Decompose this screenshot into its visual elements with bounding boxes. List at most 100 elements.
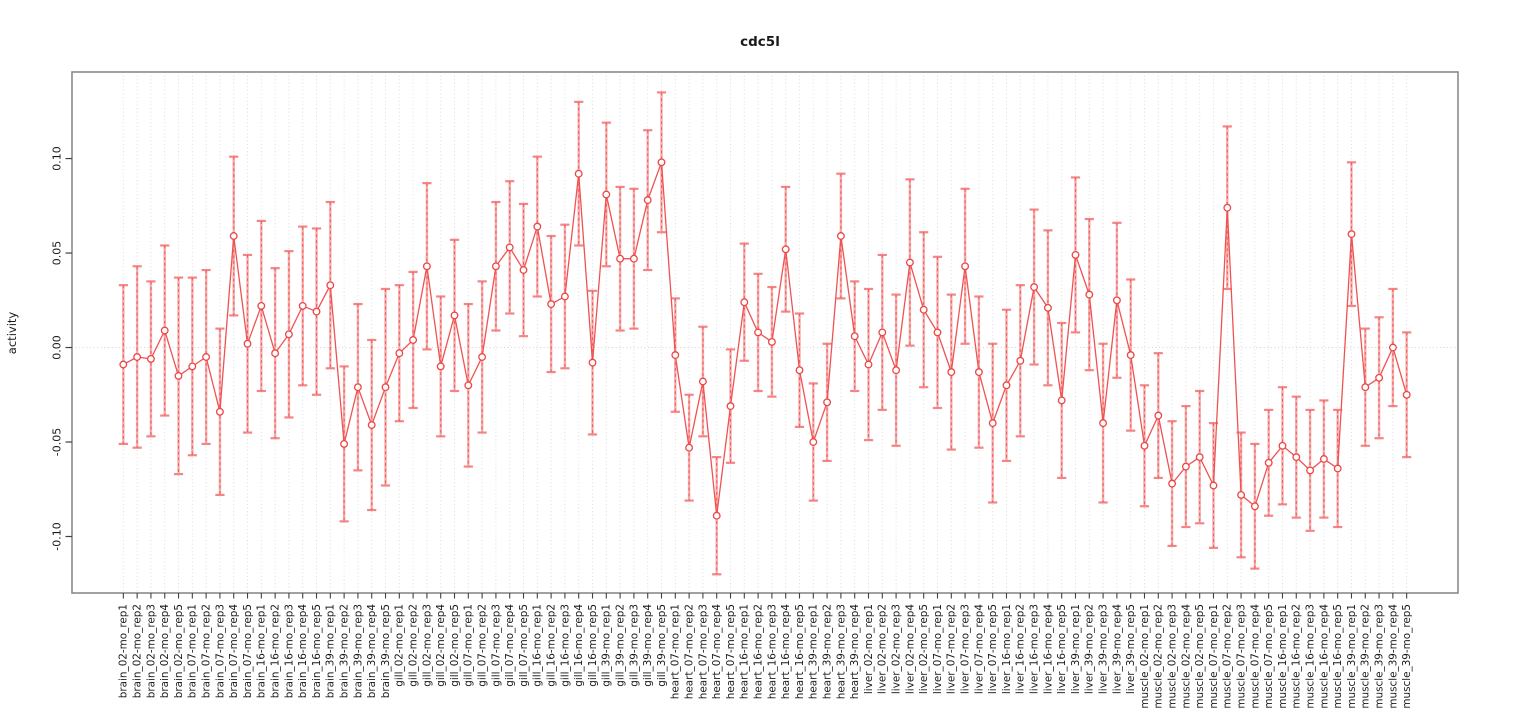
x-tick-label: gill_07-mo_rep3 <box>490 604 502 687</box>
data-point <box>892 366 901 375</box>
data-point <box>947 368 956 377</box>
data-point <box>933 328 942 337</box>
x-tick-label: liver_02-mo_rep3 <box>891 604 903 694</box>
data-point <box>671 351 680 360</box>
x-tick-label: brain_39-mo_rep5 <box>380 604 392 698</box>
x-tick-label: brain_07-mo_rep4 <box>228 604 240 699</box>
x-tick-label: brain_39-mo_rep2 <box>339 604 351 698</box>
data-point <box>340 439 349 448</box>
x-tick-label: muscle_07-mo_rep5 <box>1263 604 1275 709</box>
x-tick-label: brain_16-mo_rep4 <box>297 604 309 699</box>
data-point <box>491 262 500 271</box>
data-point <box>588 358 597 367</box>
x-tick-label: muscle_02-mo_rep2 <box>1153 604 1165 709</box>
x-tick-label: gill_02-mo_rep1 <box>394 604 406 687</box>
x-tick-label: muscle_02-mo_rep1 <box>1139 604 1151 709</box>
plot-border-group <box>71 71 1459 594</box>
x-tick-label: heart_07-mo_rep3 <box>697 604 709 699</box>
x-tick-label: gill_02-mo_rep5 <box>449 604 461 687</box>
x-tick-label: gill_16-mo_rep4 <box>573 604 585 687</box>
x-tick-label: gill_16-mo_rep3 <box>559 604 571 687</box>
x-tick-label: brain_16-mo_rep5 <box>311 604 323 698</box>
data-point <box>229 232 238 240</box>
y-tick-label: 0.00 <box>51 335 64 360</box>
x-tick-label: gill_07-mo_rep5 <box>518 604 530 687</box>
x-tick-label: brain_02-mo_rep2 <box>132 604 144 698</box>
data-point <box>1333 464 1342 473</box>
data-point <box>533 222 542 231</box>
data-point <box>1195 453 1204 462</box>
data-point <box>767 337 776 346</box>
x-tick-label: brain_07-mo_rep3 <box>214 604 226 698</box>
x-tick-label: muscle_39-mo_rep3 <box>1374 604 1386 709</box>
data-points-group <box>119 158 1411 520</box>
data-point <box>574 169 583 178</box>
x-tick-label: muscle_39-mo_rep4 <box>1387 604 1399 709</box>
data-point <box>312 307 321 316</box>
data-point <box>629 254 638 263</box>
data-point <box>919 305 928 314</box>
x-tick-label: gill_39-mo_rep1 <box>601 604 613 687</box>
data-point <box>202 353 211 361</box>
x-tick-label: liver_39-mo_rep1 <box>1070 604 1082 694</box>
x-tick-label: gill_07-mo_rep1 <box>463 604 475 687</box>
x-tick-label: liver_39-mo_rep2 <box>1084 604 1096 694</box>
x-tick-label: heart_16-mo_rep4 <box>780 604 792 700</box>
data-point <box>974 368 983 377</box>
x-tick-label: heart_07-mo_rep4 <box>711 604 723 700</box>
data-point <box>353 383 362 392</box>
x-tick-label: gill_39-mo_rep5 <box>656 604 668 687</box>
x-tick-label: gill_39-mo_rep3 <box>628 604 640 687</box>
x-tick-label: liver_39-mo_rep4 <box>1111 604 1123 694</box>
data-point <box>836 232 845 240</box>
data-point <box>146 354 155 363</box>
data-point <box>726 402 735 411</box>
x-tick-label: gill_02-mo_rep4 <box>435 604 447 687</box>
data-point <box>1361 383 1370 392</box>
x-tick-label: heart_16-mo_rep1 <box>739 604 751 699</box>
data-point <box>1112 296 1121 305</box>
data-point <box>850 332 859 341</box>
data-point <box>988 419 997 428</box>
data-point <box>1126 351 1135 360</box>
data-point <box>740 298 749 307</box>
x-tick-label: brain_07-mo_rep1 <box>187 604 199 698</box>
data-point <box>864 360 873 369</box>
x-tick-label: muscle_02-mo_rep5 <box>1194 604 1206 709</box>
x-tick-label: muscle_07-mo_rep4 <box>1249 604 1261 709</box>
x-tick-label: heart_07-mo_rep1 <box>670 604 682 699</box>
data-point <box>1250 502 1259 511</box>
data-point <box>1154 411 1163 420</box>
data-point <box>643 196 652 205</box>
x-tick-label: brain_07-mo_rep5 <box>242 604 254 698</box>
gridlines-group <box>72 72 1458 593</box>
data-point <box>1237 490 1246 499</box>
data-point <box>809 438 818 446</box>
x-tick-label: muscle_07-mo_rep1 <box>1208 604 1220 709</box>
data-point <box>1223 203 1232 212</box>
x-tick-label: muscle_02-mo_rep3 <box>1167 604 1179 709</box>
data-point <box>1002 381 1011 390</box>
x-tick-label: liver_07-mo_rep1 <box>932 604 944 694</box>
data-point <box>174 371 183 380</box>
data-point <box>657 158 666 167</box>
data-point <box>133 353 142 361</box>
x-tick-label: muscle_39-mo_rep1 <box>1346 604 1358 709</box>
x-tick-label: brain_02-mo_rep3 <box>145 604 157 698</box>
data-point <box>1030 283 1039 292</box>
plot-border <box>71 71 1459 594</box>
data-point <box>450 311 459 320</box>
data-point <box>1181 462 1190 471</box>
x-tick-label: brain_16-mo_rep3 <box>283 604 295 698</box>
x-tick-label: liver_16-mo_rep3 <box>1029 604 1041 694</box>
data-point <box>754 328 763 337</box>
x-tick-label: liver_02-mo_rep4 <box>904 604 916 694</box>
y-axis-group: -0.10 -0.05 0.00 0.05 0.10 <box>51 146 72 551</box>
x-tick-label: gill_16-mo_rep2 <box>546 604 558 687</box>
data-point <box>436 362 445 371</box>
data-point <box>1388 343 1397 352</box>
error-bars-group <box>118 91 1412 576</box>
data-point <box>160 326 169 335</box>
x-tick-label: brain_39-mo_rep1 <box>325 604 337 698</box>
x-tick-label: heart_39-mo_rep4 <box>849 604 861 700</box>
